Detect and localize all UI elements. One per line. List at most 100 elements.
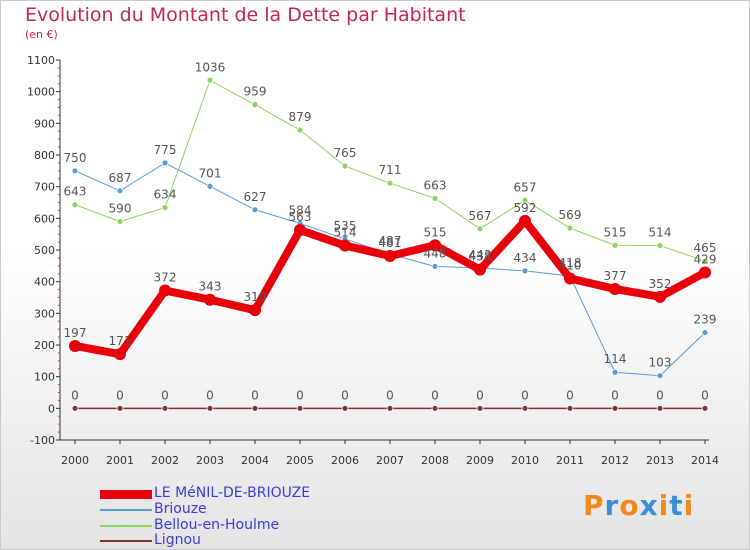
data-label: 0 — [431, 388, 439, 402]
data-label: 514 — [649, 226, 672, 240]
legend-swatch — [100, 490, 152, 499]
data-label: 663 — [424, 178, 447, 192]
data-point — [386, 179, 394, 187]
data-point — [476, 225, 484, 233]
data-point — [611, 368, 619, 376]
x-tick-label: 2008 — [421, 454, 449, 467]
data-label: 352 — [649, 277, 672, 291]
logo-letter: r — [604, 489, 620, 522]
x-tick-label: 2003 — [196, 454, 224, 467]
x-tick-label: 2011 — [556, 454, 584, 467]
logo-letter: P — [583, 489, 605, 522]
x-tick-label: 2009 — [466, 454, 494, 467]
legend-swatch — [100, 509, 152, 511]
data-label: 775 — [154, 143, 177, 157]
logo-letter: x — [639, 489, 659, 522]
data-point — [249, 304, 261, 317]
data-point — [206, 182, 214, 190]
data-point — [654, 290, 666, 303]
x-tick-label: 2001 — [106, 454, 134, 467]
data-point — [521, 196, 529, 204]
data-label: 197 — [64, 326, 87, 340]
data-point — [116, 404, 124, 412]
x-tick-label: 2000 — [61, 454, 89, 467]
data-point — [609, 282, 621, 295]
legend-label: Lignou — [154, 532, 201, 548]
data-label: 0 — [71, 388, 79, 402]
y-tick-label: 0 — [48, 402, 55, 415]
data-label: 711 — [379, 163, 402, 177]
data-point — [339, 239, 351, 252]
x-tick-label: 2010 — [511, 454, 539, 467]
data-label: 1036 — [195, 60, 226, 74]
data-point — [656, 372, 664, 380]
data-label: 418 — [559, 256, 582, 270]
chart-subtitle: (en €) — [25, 28, 58, 41]
logo-letter: o — [619, 489, 640, 522]
data-point — [566, 224, 574, 232]
x-tick-label: 2004 — [241, 454, 269, 467]
data-point — [161, 404, 169, 412]
data-point — [699, 266, 711, 279]
legend-label: Bellou-en-Houlme — [154, 517, 280, 533]
data-point — [564, 272, 576, 285]
data-point — [566, 404, 574, 412]
data-point — [701, 257, 709, 265]
data-point — [341, 404, 349, 412]
data-label: 750 — [64, 151, 87, 165]
data-label: 584 — [289, 203, 312, 217]
data-point — [161, 204, 169, 211]
data-label: 0 — [251, 388, 259, 402]
y-tick-label: 600 — [34, 212, 55, 225]
x-tick-label: 2002 — [151, 454, 179, 467]
data-point — [296, 126, 304, 134]
data-label: 438 — [469, 250, 492, 264]
data-point — [386, 404, 394, 412]
data-point — [251, 206, 259, 214]
logo-letter: i — [658, 489, 670, 522]
data-label: 0 — [656, 388, 664, 402]
x-tick-label: 2006 — [331, 454, 359, 467]
data-point — [296, 404, 304, 412]
data-point — [521, 404, 529, 412]
data-point — [429, 239, 441, 252]
data-label: 959 — [244, 85, 267, 99]
y-tick-label: 300 — [34, 307, 55, 320]
data-label: 563 — [289, 210, 312, 224]
data-point — [294, 224, 306, 237]
data-point — [159, 284, 171, 297]
legend-label: LE MéNIL-DE-BRIOUZE — [154, 485, 311, 501]
logo-letter: t — [669, 489, 684, 522]
legend-swatch — [100, 525, 152, 527]
data-point — [521, 267, 529, 275]
y-tick-label: 500 — [34, 244, 55, 257]
data-point — [116, 187, 124, 195]
data-point — [71, 201, 79, 209]
y-tick-label: 100 — [34, 371, 55, 384]
data-label: 487 — [379, 234, 402, 248]
data-label: 0 — [566, 388, 574, 402]
x-tick-label: 2014 — [691, 454, 719, 467]
y-tick-label: 900 — [34, 117, 55, 130]
data-label: 590 — [109, 202, 132, 216]
data-label: 687 — [109, 171, 132, 185]
data-label: 410 — [559, 259, 582, 273]
data-point — [431, 263, 439, 270]
data-label: 765 — [334, 146, 357, 160]
data-label: 567 — [469, 209, 492, 223]
x-tick-label: 2012 — [601, 454, 629, 467]
data-label: 481 — [379, 236, 402, 250]
data-point — [431, 194, 439, 202]
data-label: 514 — [334, 226, 357, 240]
data-point — [251, 101, 259, 109]
data-point — [701, 404, 709, 412]
data-label: 0 — [296, 388, 304, 402]
y-tick-label: 200 — [34, 339, 55, 352]
x-tick-label: 2005 — [286, 454, 314, 467]
x-tick-label: 2007 — [376, 454, 404, 467]
data-point — [656, 242, 664, 249]
data-label: 592 — [514, 201, 537, 215]
data-label: 372 — [154, 271, 177, 285]
